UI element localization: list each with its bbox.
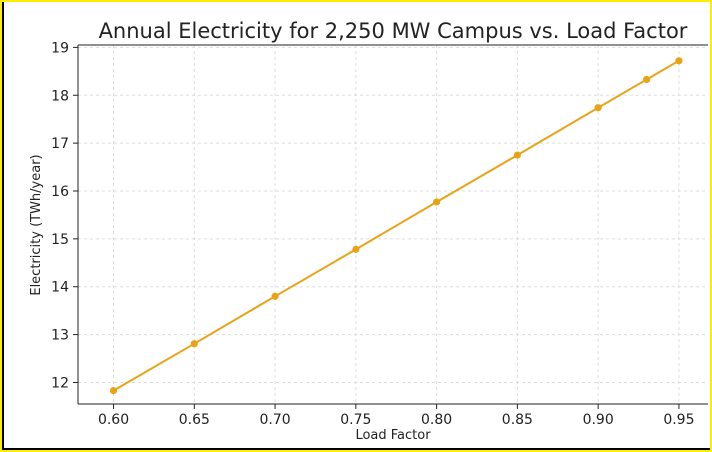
data-point xyxy=(109,386,118,395)
y-tick-label: 14 xyxy=(51,280,69,296)
y-tick-label: 16 xyxy=(51,184,69,200)
data-point xyxy=(643,75,651,84)
data-point xyxy=(594,104,602,112)
x-tick-label: 0.75 xyxy=(340,412,371,428)
axes-layer xyxy=(77,44,708,405)
data-point xyxy=(433,198,441,206)
x-tick-label: 0.80 xyxy=(421,412,452,428)
y-axis-label: Electricity (TWh/year) xyxy=(29,154,44,295)
x-tick-label: 0.95 xyxy=(663,412,694,428)
data-point xyxy=(352,245,360,253)
x-tick-label: 0.60 xyxy=(98,412,129,428)
x-tick-label: 0.65 xyxy=(179,412,210,428)
data-point xyxy=(675,57,683,65)
data-point xyxy=(513,151,521,159)
data-point xyxy=(190,340,198,348)
x-tick-label: 0.70 xyxy=(259,412,290,428)
y-tick-label: 15 xyxy=(51,232,69,248)
y-tick-label: 19 xyxy=(51,40,69,56)
grid-layer xyxy=(78,45,708,404)
y-tick-label: 13 xyxy=(51,328,69,344)
frame-shadow-bottom xyxy=(2,448,710,450)
x-axis-label: Load Factor xyxy=(355,428,431,443)
y-tick-label: 18 xyxy=(51,88,69,104)
series-line xyxy=(113,59,680,392)
data-point xyxy=(271,292,279,300)
frame-shadow-left xyxy=(2,2,4,450)
y-tick-label: 12 xyxy=(51,375,69,391)
chart-title: Annual Electricity for 2,250 MW Campus v… xyxy=(99,19,688,43)
y-tick-label: 17 xyxy=(51,136,69,152)
ticks-layer: 0.60 0.65 0.70 0.75 0.80 0.85 0.90 0.95 12 13 14 15… xyxy=(51,40,694,428)
x-tick-label: 0.90 xyxy=(583,412,614,428)
series-layer xyxy=(109,57,683,395)
x-tick-label: 0.85 xyxy=(502,412,533,428)
